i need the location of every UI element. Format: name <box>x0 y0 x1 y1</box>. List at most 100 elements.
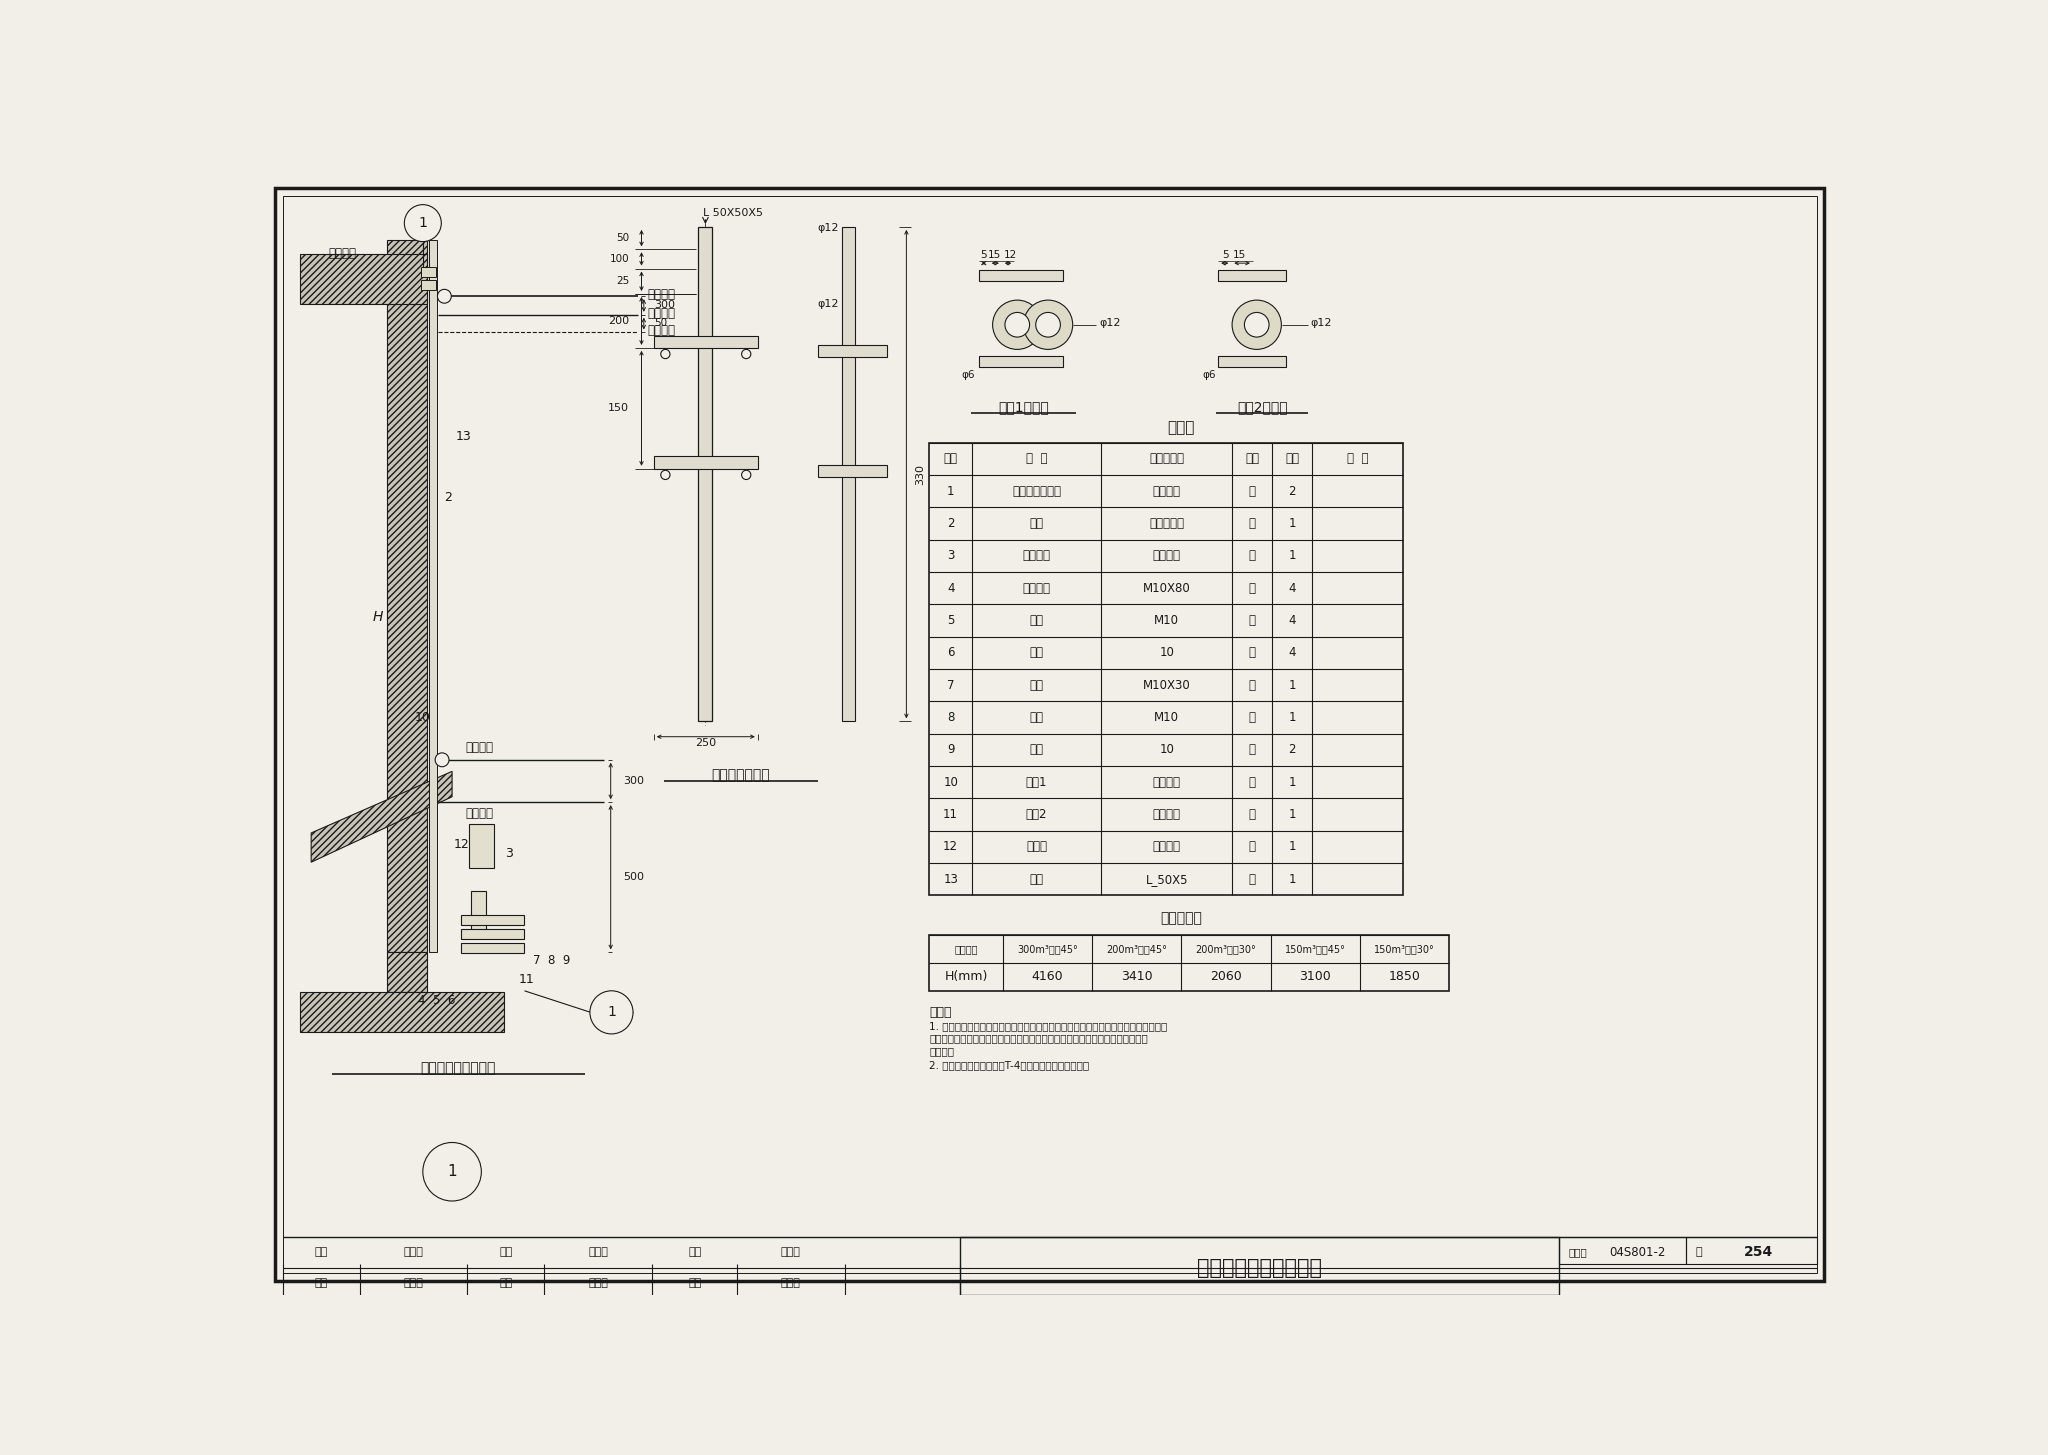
Text: 水箱规格: 水箱规格 <box>954 944 977 954</box>
Text: φ12: φ12 <box>1311 319 1331 329</box>
Text: L 50X50X5: L 50X50X5 <box>702 208 764 218</box>
Text: 200m³倾角45°: 200m³倾角45° <box>1106 944 1167 954</box>
Text: 25: 25 <box>616 276 629 285</box>
Bar <box>1219 271 1286 281</box>
Bar <box>979 356 1063 367</box>
Circle shape <box>434 752 449 767</box>
Text: 1: 1 <box>446 1164 457 1179</box>
Text: φ12: φ12 <box>1100 319 1120 329</box>
Text: 设计确定: 设计确定 <box>1153 841 1180 853</box>
Bar <box>979 271 1063 281</box>
Text: 安装支架大样图: 安装支架大样图 <box>711 768 770 783</box>
Text: 2: 2 <box>946 517 954 530</box>
Text: 12: 12 <box>1004 250 1018 260</box>
Text: 300m³倾角45°: 300m³倾角45° <box>1018 944 1077 954</box>
Text: 13: 13 <box>457 429 471 442</box>
Text: 8: 8 <box>946 711 954 725</box>
Text: 编号: 编号 <box>944 453 958 466</box>
Circle shape <box>741 349 752 358</box>
Bar <box>299 255 426 304</box>
Circle shape <box>662 470 670 480</box>
Bar <box>698 227 713 722</box>
Text: H(mm): H(mm) <box>944 970 987 984</box>
Text: 4160: 4160 <box>1032 970 1063 984</box>
Text: 10: 10 <box>416 711 430 725</box>
Text: 2: 2 <box>1288 485 1296 498</box>
Bar <box>461 930 524 940</box>
Text: 13: 13 <box>944 873 958 886</box>
Text: 15: 15 <box>989 250 1001 260</box>
Text: 卡子2: 卡子2 <box>1026 808 1047 821</box>
Bar <box>299 992 504 1033</box>
Text: 角钢: 角钢 <box>1030 873 1044 886</box>
Text: 卡子1: 卡子1 <box>1026 776 1047 789</box>
Bar <box>817 345 887 356</box>
Text: 2060: 2060 <box>1210 970 1241 984</box>
Circle shape <box>662 349 670 358</box>
Text: 台: 台 <box>1249 841 1255 853</box>
Text: 12: 12 <box>944 841 958 853</box>
Text: 膨胀螺栓: 膨胀螺栓 <box>1022 582 1051 595</box>
Text: 3410: 3410 <box>1120 970 1153 984</box>
Text: 1: 1 <box>1288 808 1296 821</box>
Text: 1: 1 <box>1288 517 1296 530</box>
Circle shape <box>403 205 440 242</box>
Text: 浮球式液位开关: 浮球式液位开关 <box>1012 485 1061 498</box>
Text: 报警水位: 报警水位 <box>647 324 676 338</box>
Text: 5: 5 <box>1223 250 1229 260</box>
Bar <box>420 268 436 276</box>
Text: 溢流水位: 溢流水位 <box>647 288 676 301</box>
Text: 4: 4 <box>946 582 954 595</box>
Circle shape <box>1006 313 1030 338</box>
Text: 1: 1 <box>1288 711 1296 725</box>
Text: L_50X5: L_50X5 <box>1145 873 1188 886</box>
Bar <box>1559 1237 1686 1264</box>
Text: 11: 11 <box>944 808 958 821</box>
Text: φ12: φ12 <box>817 298 840 308</box>
Text: 个: 个 <box>1249 776 1255 789</box>
Text: 浮球式液位开关安装图: 浮球式液位开关安装图 <box>1198 1259 1323 1279</box>
Text: 见大样图: 见大样图 <box>1153 776 1180 789</box>
Text: 数量: 数量 <box>1286 453 1298 466</box>
Text: 个: 个 <box>1249 678 1255 691</box>
Text: 最低水位: 最低水位 <box>465 808 494 821</box>
Text: 薛维宁: 薛维宁 <box>780 1277 801 1288</box>
Bar <box>653 336 758 348</box>
Circle shape <box>422 1142 481 1200</box>
Text: 确定与选型有关的输出信号、显示方式、运行电压等有关参数，并负责确定控制: 确定与选型有关的输出信号、显示方式、运行电压等有关参数，并负责确定控制 <box>930 1033 1149 1043</box>
Text: 尺寸选用表: 尺寸选用表 <box>1161 911 1202 925</box>
Text: 个: 个 <box>1249 744 1255 757</box>
Text: 套: 套 <box>1249 485 1255 498</box>
Text: 150: 150 <box>608 403 629 413</box>
Bar <box>930 442 1403 895</box>
Text: 薛维宁: 薛维宁 <box>780 1247 801 1257</box>
Text: 宋绍先: 宋绍先 <box>403 1247 424 1257</box>
Text: 单位: 单位 <box>1245 453 1260 466</box>
Bar <box>842 227 854 722</box>
Text: 1: 1 <box>1288 776 1296 789</box>
Text: M10X80: M10X80 <box>1143 582 1190 595</box>
Text: 图集号: 图集号 <box>1569 1247 1587 1257</box>
Text: 3100: 3100 <box>1298 970 1331 984</box>
Text: 说明：: 说明： <box>930 1005 952 1018</box>
Text: 名  称: 名 称 <box>1026 453 1047 466</box>
Text: 校对: 校对 <box>500 1247 512 1257</box>
Text: 校对: 校对 <box>500 1277 512 1288</box>
Bar <box>387 240 426 953</box>
Bar <box>461 915 524 925</box>
Text: 4  5  6: 4 5 6 <box>418 994 455 1007</box>
Bar <box>471 890 485 933</box>
Text: 安装支架: 安装支架 <box>1022 549 1051 562</box>
Text: 12: 12 <box>453 838 469 851</box>
Circle shape <box>590 991 633 1035</box>
Text: 250: 250 <box>694 738 717 748</box>
Bar <box>420 281 436 290</box>
Circle shape <box>1245 313 1270 338</box>
Text: 2. 液位控制器安装在靠近T-4一侧，以便维护、检修。: 2. 液位控制器安装在靠近T-4一侧，以便维护、检修。 <box>930 1059 1090 1069</box>
Text: 开泵水位: 开泵水位 <box>465 741 494 754</box>
Text: 卡子2大样图: 卡子2大样图 <box>1237 400 1288 415</box>
Text: 宋绍先: 宋绍先 <box>403 1277 424 1288</box>
Text: 330: 330 <box>915 464 926 485</box>
Text: 材料表: 材料表 <box>1167 419 1194 435</box>
Text: 1: 1 <box>418 217 428 230</box>
